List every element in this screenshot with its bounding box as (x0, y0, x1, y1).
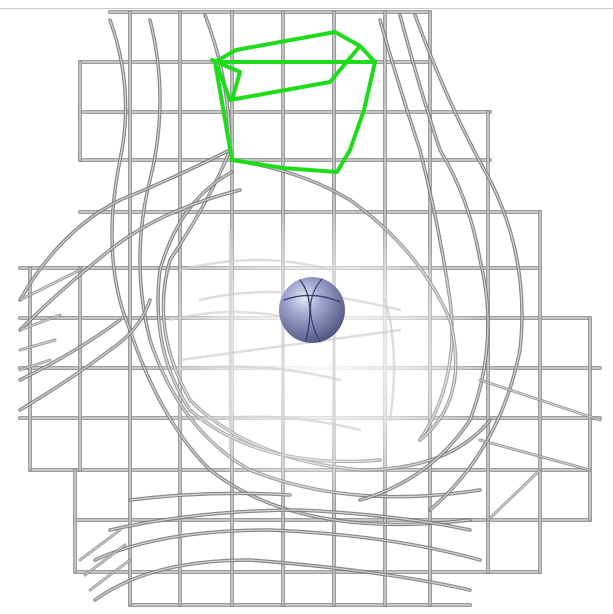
cavity-fade (148, 200, 488, 500)
fragment-bond-left (213, 60, 234, 162)
strand-5-highlight (84, 544, 126, 576)
strand-8-highlight (479, 439, 591, 471)
atom-mesh-line-3 (309, 278, 323, 343)
strand-3-highlight (19, 359, 51, 371)
fragment-bond-inner (216, 44, 362, 102)
atom-mesh-line-2 (299, 279, 311, 341)
atom-sphere (279, 277, 345, 343)
cage-curve-8-highlight (19, 149, 231, 301)
inner-line-0-highlight (179, 259, 331, 271)
central-atom-sphere[interactable] (279, 277, 345, 343)
strand-6-highlight (89, 559, 131, 591)
strand-0-highlight (19, 269, 81, 301)
cage-curve-3-highlight (359, 14, 489, 501)
cage-curve-9-highlight (19, 189, 241, 331)
strand-7-highlight (479, 379, 601, 421)
cage-curve-11-highlight (19, 319, 121, 381)
cavity-inner-mesh (168, 223, 402, 462)
cage-curve-10-highlight (19, 299, 151, 411)
strand-9-highlight (487, 469, 541, 521)
strand-4-highlight (79, 529, 121, 561)
cage-curve-4-highlight (414, 14, 523, 511)
foreground-mesh-grid (18, 268, 602, 592)
inner-line-8-highlight (179, 329, 401, 361)
inner-line-2-highlight (174, 366, 341, 381)
strand-2-highlight (19, 339, 56, 351)
inner-line-3-highlight (199, 416, 361, 431)
fragment-bond-branch (210, 58, 242, 102)
cage-curve-14-highlight (109, 509, 471, 531)
strand-1-highlight (19, 314, 61, 331)
cage-curve-13-highlight (94, 529, 481, 561)
viewport-top-border (0, 8, 613, 9)
cage-curve-13 (93, 528, 482, 562)
fragment-bond-outer (213, 30, 377, 174)
cage-curve-11 (18, 318, 122, 382)
inner-line-7-highlight (384, 299, 395, 421)
cage-curve-0-highlight (109, 19, 471, 526)
green-ligand-fragment[interactable] (210, 30, 377, 174)
cage-curve-12-highlight (94, 559, 471, 601)
